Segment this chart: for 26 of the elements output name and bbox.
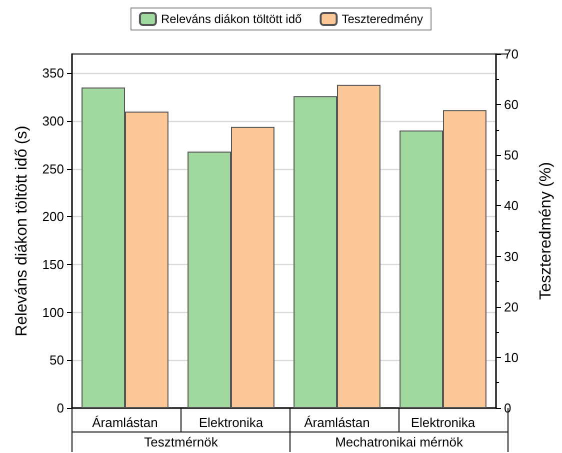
y2-tick-label: 60 [504,97,518,112]
y-tick-label: 50 [50,352,64,368]
y2-tick-label: 30 [504,248,518,264]
y-tick-label: 200 [42,209,64,224]
x-tick-label: Áramlástan [92,415,158,430]
legend-label: Releváns diákon töltött idő [160,12,302,26]
y2-axis-title: Teszteredmény (%) [538,162,554,300]
y-tick-label: 100 [42,304,64,320]
text: Tesztmérnök [144,434,218,450]
y2-tick-label: 20 [504,299,518,314]
text: Mechatronikai mérnök [335,434,464,450]
x-tick-label: Elektronika [198,415,264,430]
y2-tick-label: 40 [504,198,518,214]
y2-tick-label: 50 [504,148,518,163]
legend-label: Teszteredmény [342,12,424,26]
x-tick-label: Áramlástan [304,415,370,430]
y-axis-title: Releváns diákon töltött idő (s) [14,126,30,336]
y-tick-label: 300 [42,113,64,128]
y-tick-label: 150 [42,256,64,272]
y-tick-label: 250 [42,161,64,176]
y-tick-label: 350 [42,66,64,81]
y2-tick-label: 10 [504,350,518,365]
y2-tick-label: 0 [504,400,512,416]
y-tick-label: 0 [56,400,64,416]
y2-tick-label: 70 [504,46,518,62]
x-tick-label: Elektronika [410,415,476,430]
